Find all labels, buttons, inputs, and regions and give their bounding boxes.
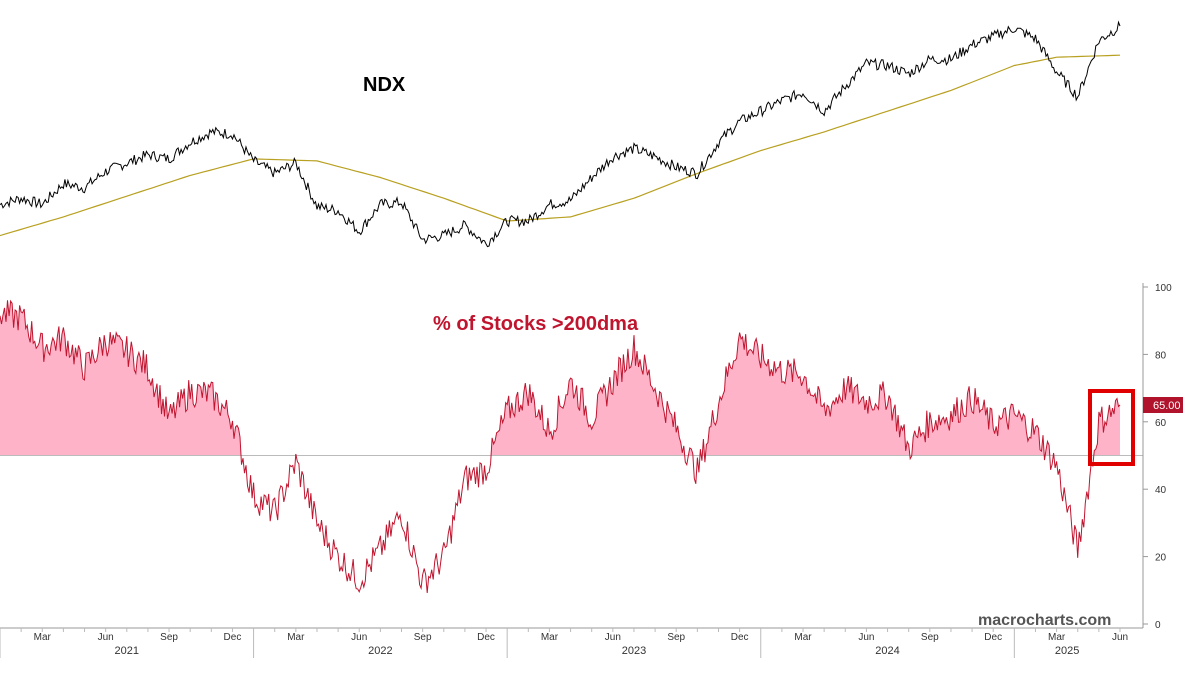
x-tick-label-month: Mar (1048, 632, 1066, 643)
y-tick-label: 60 (1155, 418, 1167, 429)
x-tick-label-month: Jun (98, 632, 114, 643)
x-year-label: 2023 (622, 645, 646, 657)
last-value-label: 65.00 (1153, 400, 1181, 412)
highlight-box (1088, 389, 1135, 466)
x-tick-label-month: Jun (351, 632, 367, 643)
x-tick-label-month: Dec (224, 632, 242, 643)
y-tick-label: 20 (1155, 553, 1167, 564)
x-year-label: 2021 (115, 645, 139, 657)
x-axis: Mar Jun Sep Dec Mar Jun Sep Dec Mar Jun Sep Dec Mar J… (0, 627, 1143, 658)
x-tick-label-month: Dec (731, 632, 749, 643)
x-tick-label-month: Mar (34, 632, 52, 643)
x-tick-label-month: Jun (1112, 632, 1128, 643)
x-tick-label-month: Mar (794, 632, 812, 643)
x-year-label: 2025 (1055, 645, 1079, 657)
y-tick-label: 0 (1155, 620, 1161, 631)
x-tick-label-month: Jun (605, 632, 621, 643)
breadth-title: % of Stocks >200dma (433, 313, 639, 335)
x-tick-label-month: Sep (414, 632, 432, 643)
x-tick-label-month: Sep (160, 632, 178, 643)
x-tick-label-month: Sep (667, 632, 685, 643)
ndx-price-line (0, 20, 1121, 248)
ndx-title: NDX (363, 74, 406, 96)
x-tick-label-month: Dec (477, 632, 495, 643)
y-tick-label: 100 (1155, 283, 1172, 294)
ndx-panel: NDX (0, 20, 1121, 248)
last-value-badge-bg (1143, 397, 1183, 413)
x-year-label: 2024 (875, 645, 899, 657)
x-tick-label-month: Mar (287, 632, 305, 643)
last-value-badge: 65.00 (1143, 397, 1183, 413)
x-tick-label-month: Jun (858, 632, 874, 643)
y-tick-label: 40 (1155, 485, 1167, 496)
breadth-area-fill (0, 300, 1120, 456)
ndx-moving-average-line (0, 54, 1121, 237)
x-tick-label-month: Sep (921, 632, 939, 643)
y-tick-label: 80 (1155, 350, 1167, 361)
watermark: macrocharts.com (978, 612, 1111, 629)
x-year-label: 2022 (368, 645, 392, 657)
x-tick-label-month: Dec (984, 632, 1002, 643)
y-axis: 0 20 40 60 80 100 (1142, 283, 1172, 631)
breadth-line (0, 299, 1121, 594)
x-tick-label-month: Mar (541, 632, 559, 643)
breadth-panel: % of Stocks >200dma (0, 299, 1143, 594)
